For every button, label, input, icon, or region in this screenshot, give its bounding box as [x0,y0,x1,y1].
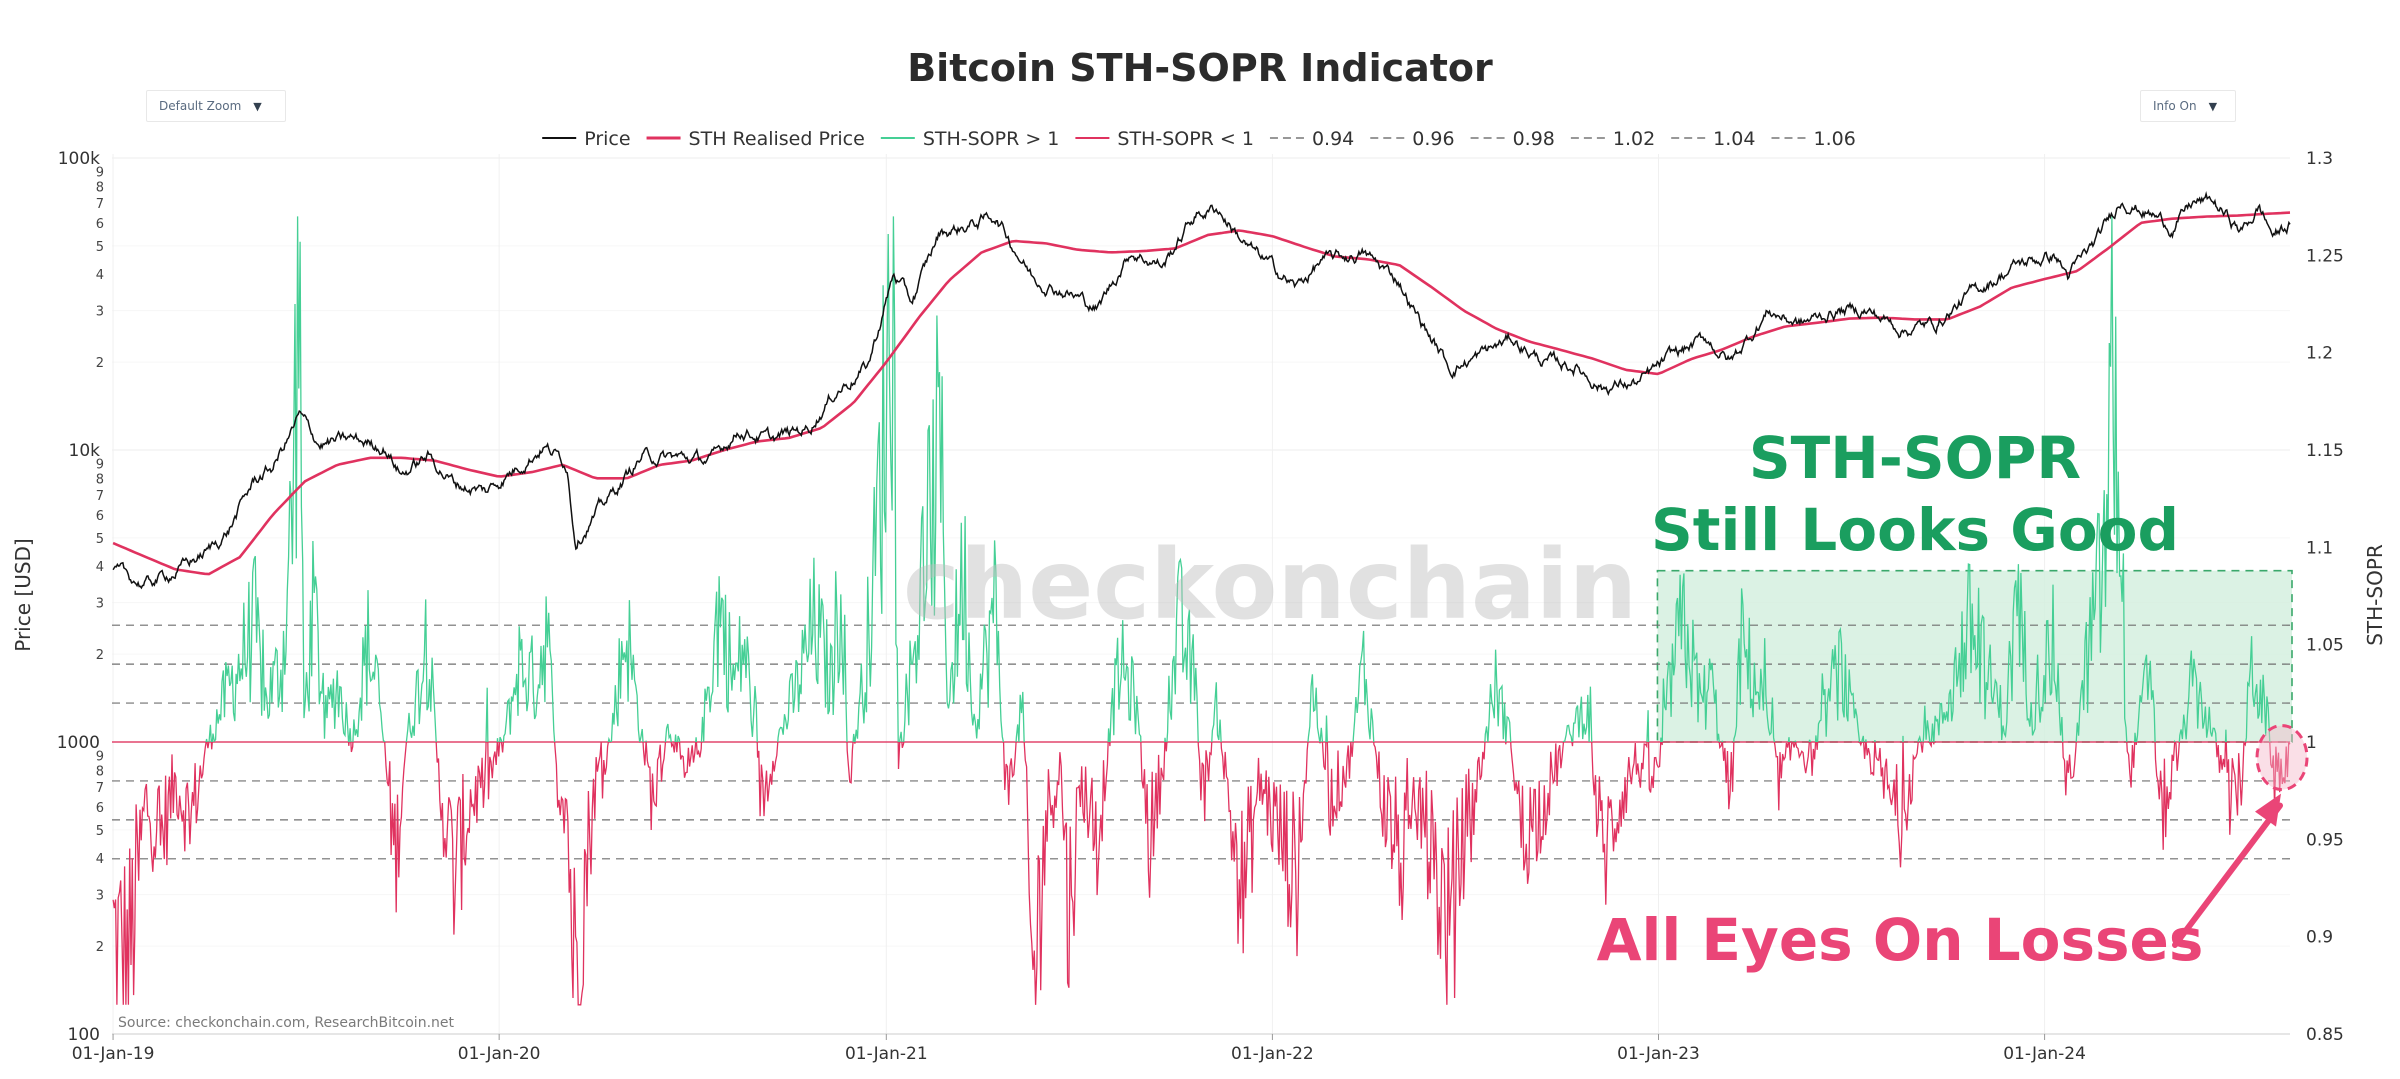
y-left-major-tick-label: 100k [58,149,100,169]
y-left-minor-tick-label: 8 [96,180,104,195]
y-left-minor-tick-label: 5 [96,532,104,547]
y-left-major-tick-label: 10k [69,441,101,461]
legend-label: 1.06 [1813,128,1855,150]
y-left-minor-tick-label: 4 [96,852,104,867]
y-left-minor-tick-label: 8 [96,764,104,779]
watermark: checkonchain [903,529,1637,641]
legend-label: 0.94 [1312,128,1354,150]
x-tick-label: 01-Jan-22 [1231,1044,1314,1064]
legend-label: STH-SOPR < 1 [1117,128,1254,150]
legend-label: 0.98 [1513,128,1555,150]
y-right-tick-label: 1.1 [2306,538,2333,558]
y-right-tick-label: 1.25 [2306,246,2344,266]
legend-item[interactable]: 1.02 [1570,128,1655,150]
price-line [112,191,2291,590]
y-left-minor-tick-label: 2 [96,940,104,955]
y-left-minor-tick-label: 4 [96,268,104,283]
y-left-minor-tick-label: 2 [96,648,104,663]
sopr-above-1-line [205,216,2290,742]
legend-item[interactable]: STH-SOPR > 1 [880,128,1060,150]
chart-title: Bitcoin STH-SOPR Indicator [907,46,1493,90]
y-left-minor-tick-label: 2 [96,356,104,371]
annotation-sth-sopr: STH-SOPR [1749,424,2081,492]
y-left-axis-title: Price [USD] [11,538,35,652]
x-tick-label: 01-Jan-20 [458,1044,541,1064]
y-right-tick-label: 1.3 [2306,149,2333,169]
info-dropdown-label: Info On [2153,99,2197,113]
y-left-minor-tick-label: 4 [96,560,104,575]
arrow-shaft [2172,802,2283,948]
y-left-minor-tick-label: 6 [96,217,104,232]
y-left-minor-tick-label: 6 [96,509,104,524]
y-left-minor-tick-label: 6 [96,801,104,816]
y-left-minor-tick-label: 5 [96,824,104,839]
source-note: Source: checkonchain.com, ResearchBitcoi… [118,1015,455,1031]
legend-label: Price [584,128,630,150]
y-right-tick-label: 1.05 [2306,636,2344,656]
zoom-dropdown[interactable]: Default Zoom ▼ [146,90,286,122]
y-right-tick-label: 1 [2306,733,2317,753]
y-left-minor-tick-label: 3 [96,889,104,904]
x-tick-label: 01-Jan-21 [845,1044,928,1064]
loss-highlight-circle [2255,724,2309,792]
y-left-minor-tick-label: 7 [96,489,104,504]
legend-item[interactable]: STH Realised Price [646,128,865,150]
y-right-tick-label: 0.9 [2306,928,2333,948]
legend-label: 0.96 [1412,128,1454,150]
y-right-tick-label: 0.95 [2306,830,2344,850]
legend-item[interactable]: 0.96 [1370,128,1455,150]
y-left-minor-tick-label: 3 [96,305,104,320]
sopr-below-1-line [112,742,2291,1006]
annotation-still-looks-good: Still Looks Good [1651,496,2179,564]
y-left-minor-tick-label: 9 [96,457,104,472]
y-left-major-tick-label: 100 [68,1025,100,1045]
y-left-minor-tick-label: 5 [96,240,104,255]
y-left-minor-tick-label: 3 [96,597,104,612]
good-zone-box [1656,569,2293,743]
x-tick-label: 01-Jan-19 [72,1044,155,1064]
x-tick-label: 01-Jan-24 [2003,1044,2086,1064]
legend-item[interactable]: Price [542,128,631,150]
y-left-major-tick-label: 1000 [57,733,100,753]
legend-label: 1.04 [1713,128,1755,150]
info-dropdown[interactable]: Info On ▼ [2140,90,2236,122]
y-right-tick-label: 1.15 [2306,441,2344,461]
arrow-head-icon [2255,793,2281,827]
y-left-minor-tick-label: 7 [96,197,104,212]
y-left-minor-tick-label: 9 [96,749,104,764]
chevron-down-icon: ▼ [253,99,262,113]
legend-item[interactable]: 1.04 [1671,128,1755,150]
legend-item[interactable]: 1.06 [1771,128,1856,150]
chevron-down-icon: ▼ [2208,99,2218,113]
y-right-tick-label: 0.85 [2306,1025,2344,1045]
zoom-dropdown-label: Default Zoom [159,99,242,113]
sth-realised-price-line [112,211,2291,576]
annotation-all-eyes-on-losses: All Eyes On Losses [1597,906,2204,974]
y-left-minor-tick-label: 7 [96,781,104,796]
y-right-tick-label: 1.2 [2306,344,2333,364]
legend-label: 1.02 [1613,128,1655,150]
legend-item[interactable]: 0.98 [1470,128,1555,150]
legend-item[interactable]: 0.94 [1269,128,1354,150]
legend-label: STH Realised Price [689,128,865,150]
y-left-minor-tick-label: 8 [96,472,104,487]
x-tick-label: 01-Jan-23 [1617,1044,1700,1064]
y-right-axis-title: STH-SOPR [2363,544,2387,646]
y-left-minor-tick-label: 9 [96,165,104,180]
legend-item[interactable]: STH-SOPR < 1 [1075,128,1254,150]
legend-label: STH-SOPR > 1 [923,128,1060,150]
